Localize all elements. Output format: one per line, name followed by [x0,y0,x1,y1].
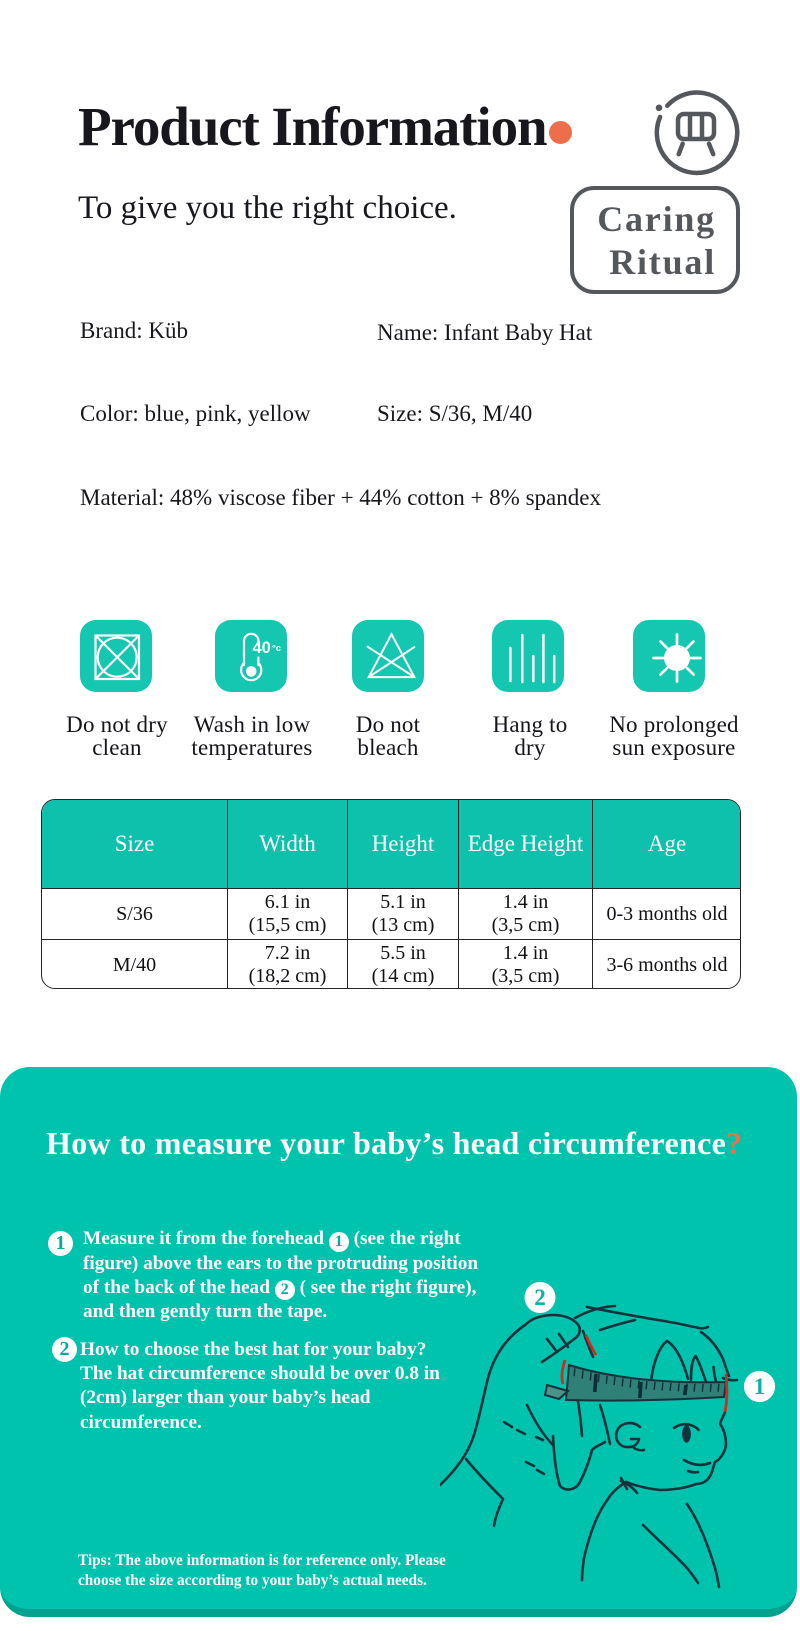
svg-text:1: 1 [754,1374,766,1399]
svg-text:40: 40 [253,639,271,657]
svg-text:°c: °c [272,643,281,654]
svg-text:2: 2 [534,1285,546,1310]
